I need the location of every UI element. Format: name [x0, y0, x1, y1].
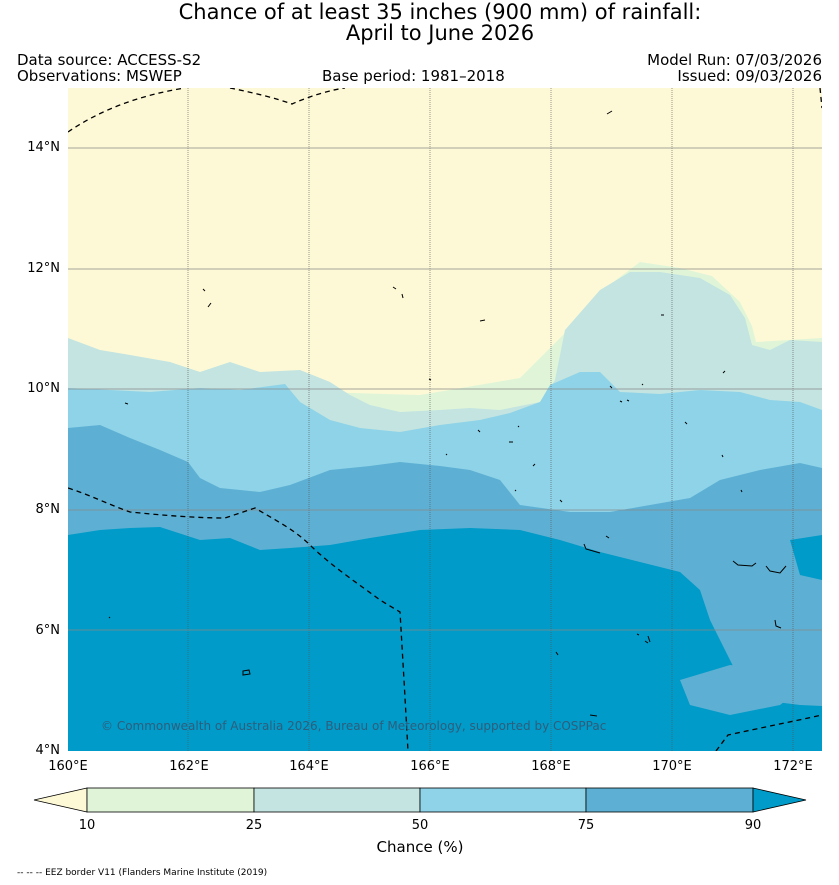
lat-tick-4: 4°N — [35, 743, 61, 758]
band-75-90-southeast — [680, 665, 800, 715]
rainfall-probability-field — [68, 88, 822, 751]
band-gt90-east — [790, 535, 822, 580]
copyright-notice: © Commonwealth of Australia 2026, Bureau… — [101, 719, 607, 733]
colorbar-title: Chance (%) — [376, 838, 464, 856]
observations: Observations: MSWEP — [17, 67, 182, 85]
grid-lines-horizontal — [68, 147, 822, 631]
lon-tick-170: 170°E — [652, 759, 692, 774]
lon-tick-160: 160°E — [48, 759, 88, 774]
band-gt90 — [68, 527, 822, 751]
colorbar — [33, 787, 807, 813]
colorbar-tick-10: 10 — [78, 818, 96, 833]
lon-tick-168: 168°E — [531, 759, 571, 774]
colorbar-tick-90: 90 — [744, 818, 762, 833]
colorbar-10-25 — [86, 787, 255, 813]
title-line-2: April to June 2026 — [345, 21, 535, 45]
lat-tick-6: 6°N — [35, 623, 61, 638]
eez-border — [68, 88, 822, 751]
lon-tick-166: 166°E — [410, 759, 450, 774]
lat-tick-10: 10°N — [27, 381, 60, 396]
colorbar-lt10-arrow — [33, 787, 88, 813]
data-source: Data source: ACCESS-S2 — [17, 51, 202, 69]
lon-tick-164: 164°E — [289, 759, 329, 774]
grid-lines — [187, 88, 794, 751]
model-run: Model Run: 07/03/2026 — [647, 51, 822, 69]
colorbar-tick-25: 25 — [245, 818, 263, 833]
colorbar-gt90-arrow — [752, 787, 807, 813]
eez-footnote: -- -- -- EEZ border V11 (Flanders Marine… — [17, 868, 268, 878]
colorbar-tick-50: 50 — [411, 818, 429, 833]
title-line-1: Chance of at least 35 inches (900 mm) of… — [178, 0, 702, 24]
colorbar-50-75 — [419, 787, 587, 813]
lon-tick-162: 162°E — [169, 759, 209, 774]
colorbar-25-50 — [253, 787, 421, 813]
island-outlines — [108, 110, 787, 717]
colorbar-tick-75: 75 — [577, 818, 595, 833]
base-period: Base period: 1981–2018 — [322, 67, 505, 85]
issued: Issued: 09/03/2026 — [677, 67, 822, 85]
lon-tick-172: 172°E — [773, 759, 813, 774]
lat-tick-8: 8°N — [35, 502, 61, 517]
lat-tick-12: 12°N — [27, 261, 60, 276]
colorbar-75-90 — [585, 787, 754, 813]
lat-tick-14: 14°N — [27, 140, 60, 155]
